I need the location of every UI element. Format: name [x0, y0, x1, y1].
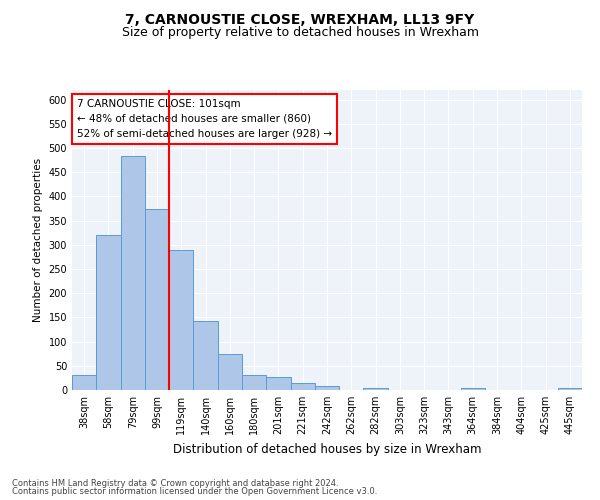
Text: Contains public sector information licensed under the Open Government Licence v3: Contains public sector information licen… — [12, 487, 377, 496]
Bar — [96, 235, 121, 390]
Bar — [72, 376, 96, 390]
Text: Contains HM Land Registry data © Crown copyright and database right 2024.: Contains HM Land Registry data © Crown c… — [12, 478, 338, 488]
Bar — [121, 156, 145, 390]
X-axis label: Distribution of detached houses by size in Wrexham: Distribution of detached houses by size … — [173, 442, 481, 456]
Y-axis label: Number of detached properties: Number of detached properties — [33, 158, 43, 322]
Text: Size of property relative to detached houses in Wrexham: Size of property relative to detached ho… — [121, 26, 479, 39]
Text: 7, CARNOUSTIE CLOSE, WREXHAM, LL13 9FY: 7, CARNOUSTIE CLOSE, WREXHAM, LL13 9FY — [125, 12, 475, 26]
Bar — [558, 388, 582, 390]
Bar — [364, 388, 388, 390]
Bar — [193, 321, 218, 390]
Bar — [461, 388, 485, 390]
Bar — [218, 354, 242, 390]
Text: 7 CARNOUSTIE CLOSE: 101sqm
← 48% of detached houses are smaller (860)
52% of sem: 7 CARNOUSTIE CLOSE: 101sqm ← 48% of deta… — [77, 99, 332, 138]
Bar — [145, 208, 169, 390]
Bar — [169, 250, 193, 390]
Bar — [266, 377, 290, 390]
Bar — [290, 382, 315, 390]
Bar — [315, 386, 339, 390]
Bar — [242, 376, 266, 390]
